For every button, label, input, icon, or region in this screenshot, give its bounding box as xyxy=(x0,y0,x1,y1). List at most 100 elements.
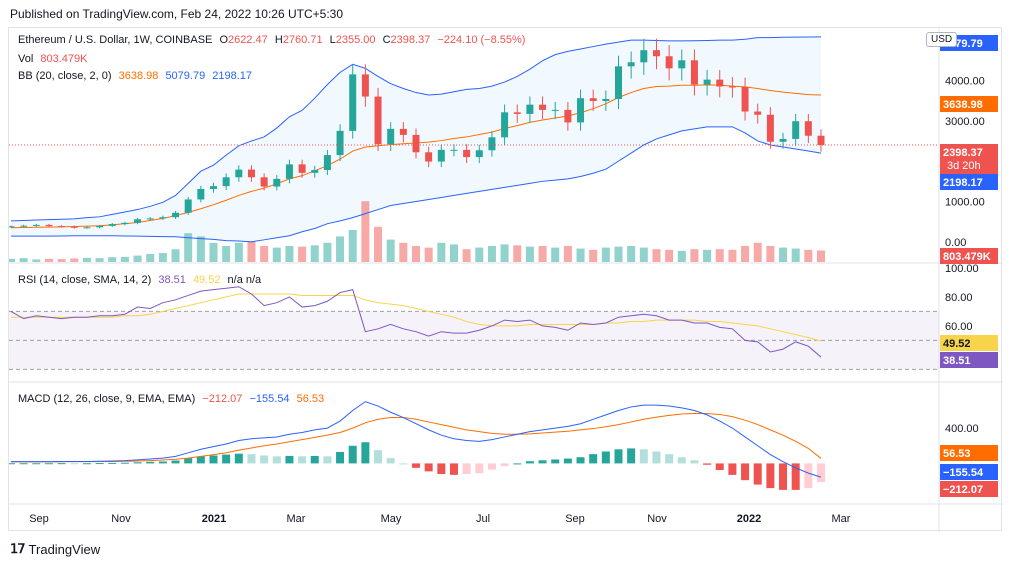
macd-histogram-bar xyxy=(804,463,813,489)
macd-histogram-bar xyxy=(361,442,370,464)
macd-histogram-bar xyxy=(576,457,585,464)
candle-body xyxy=(665,56,673,69)
macd-histogram-bar xyxy=(639,449,648,464)
volume-bar xyxy=(601,247,610,262)
rsi-tick-label: 100.00 xyxy=(945,263,979,275)
volume-tag-bg xyxy=(940,248,998,264)
candle-body xyxy=(323,155,331,171)
chart-canvas[interactable]: 0.001000.002000.003000.004000.0060.0080.… xyxy=(7,28,1003,532)
candle-body xyxy=(640,50,648,63)
macd-histogram-bar xyxy=(120,462,129,464)
macd-signal-line xyxy=(11,413,822,463)
volume-bar xyxy=(158,253,167,262)
candle-body xyxy=(96,225,104,228)
macd-tick-label: 400.00 xyxy=(945,423,979,435)
macd-histogram-bar xyxy=(247,454,256,464)
countdown-tag: 3d 20h xyxy=(947,160,981,172)
price-tick-label: 3000.00 xyxy=(945,116,985,128)
volume-bar xyxy=(563,246,572,262)
candle-body xyxy=(678,60,686,69)
currency-button[interactable]: USD xyxy=(926,32,958,47)
volume-bar xyxy=(525,246,534,262)
tradingview-brand[interactable]: 𝟣𝟩 TradingView xyxy=(10,541,100,557)
volume-bar xyxy=(260,246,269,262)
volume-bar xyxy=(120,256,129,262)
volume-bar xyxy=(576,248,585,262)
ohlc-close-label: C xyxy=(382,34,391,46)
volume-bar xyxy=(424,247,433,262)
ohlc-open-label: O xyxy=(219,34,229,46)
bb-legend: BB (20, close, 2, 0) 3638.98 5079.79 219… xyxy=(18,70,256,82)
rsi-legend: RSI (14, close, SMA, 14, 2) 38.51 49.52 … xyxy=(18,274,265,286)
macd-histogram-bar xyxy=(753,463,762,485)
candle-body xyxy=(754,111,762,115)
macd-histogram-bar xyxy=(7,463,15,465)
rsi-label[interactable]: RSI (14, close, SMA, 14, 2) xyxy=(18,274,152,286)
candle-body xyxy=(298,164,306,173)
candle-body xyxy=(564,109,572,123)
macd-histogram-bar xyxy=(19,463,28,465)
volume-bar xyxy=(146,254,155,262)
time-axis-label: May xyxy=(381,513,402,525)
candle-body xyxy=(20,225,28,227)
volume-bar xyxy=(690,249,699,262)
candle-body xyxy=(792,121,800,139)
macd-histogram-bar xyxy=(677,457,686,464)
candle-body xyxy=(374,96,382,145)
macd-histogram-bar xyxy=(108,462,117,464)
rsi-line xyxy=(10,286,822,358)
macd-histogram-bar xyxy=(158,461,167,464)
candle-body xyxy=(602,99,610,102)
volume-bar xyxy=(336,236,345,262)
candle-body xyxy=(577,98,585,123)
volume-bar xyxy=(551,247,560,262)
bb-upper-value: 5079.79 xyxy=(165,70,206,82)
rsi-ma-tag-bg xyxy=(940,335,998,351)
volume-bar xyxy=(715,249,724,262)
candle-body xyxy=(361,74,369,97)
last-price-tag: 2398.37 xyxy=(943,147,983,159)
candle-body xyxy=(589,98,597,102)
volume-bar xyxy=(791,248,800,262)
macd-histogram-bar xyxy=(386,458,395,464)
volume-bar xyxy=(323,242,332,262)
volume-bar xyxy=(95,258,104,262)
candle-body xyxy=(184,199,192,213)
candle-body xyxy=(70,226,78,228)
volume-bar xyxy=(44,258,53,262)
candle-body xyxy=(652,50,660,57)
candle-body xyxy=(728,86,736,88)
macd-histogram-bar xyxy=(791,463,800,490)
macd-histogram-bar xyxy=(260,455,269,464)
chart-frame: 0.001000.002000.003000.004000.0060.0080.… xyxy=(7,27,1003,532)
candle-body xyxy=(349,74,357,131)
volume-bar xyxy=(817,250,825,262)
macd-histogram-bar xyxy=(95,463,104,465)
volume-bar xyxy=(639,247,648,262)
bb-basis-value: 3638.98 xyxy=(118,70,159,82)
volume-bar xyxy=(133,255,142,262)
symbol-title[interactable]: Ethereum / U.S. Dollar, 1W, COINBASE xyxy=(18,34,213,46)
volume-label[interactable]: Vol xyxy=(18,53,34,65)
volume-legend: Vol 803.479K xyxy=(18,53,91,65)
bb-lower-value: 2198.17 xyxy=(212,70,253,82)
candle-body xyxy=(766,114,774,142)
rsi-ma-tag: 49.52 xyxy=(943,338,971,350)
volume-bar xyxy=(298,246,307,262)
volume-bar xyxy=(703,249,712,262)
candle-body xyxy=(450,149,458,151)
candle-body xyxy=(146,218,154,220)
macd-histogram-bar xyxy=(703,463,712,465)
time-axis-label: 2022 xyxy=(737,513,761,525)
bb-label[interactable]: BB (20, close, 2, 0) xyxy=(18,70,112,82)
candle-body xyxy=(690,60,698,85)
macd-line-value: −155.54 xyxy=(249,393,290,405)
volume-bar xyxy=(627,246,636,262)
volume-value: 803.479K xyxy=(40,53,88,65)
volume-bar xyxy=(753,242,762,262)
macd-histogram-bar xyxy=(57,463,66,465)
candle-body xyxy=(121,222,129,225)
candle-body xyxy=(425,152,433,162)
candle-body xyxy=(387,128,395,145)
macd-label[interactable]: MACD (12, 26, close, 9, EMA, EMA) xyxy=(18,393,196,405)
